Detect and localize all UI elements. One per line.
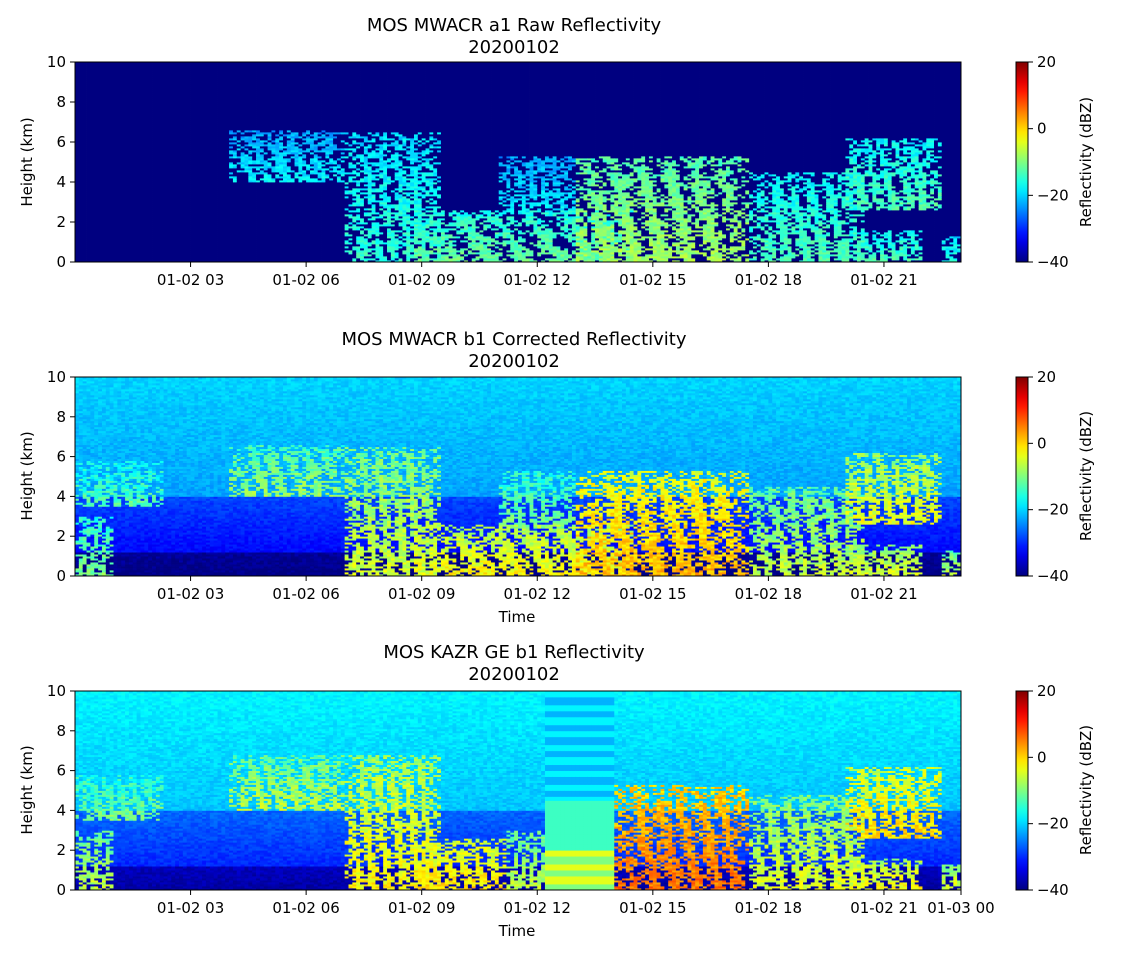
y-axis-label: Height (km) xyxy=(18,117,36,206)
colorbar-label: Reflectivity (dBZ) xyxy=(1077,97,1095,227)
heatmap-cells xyxy=(75,62,961,262)
panel-raw-reflectivity: MOS MWACR a1 Raw Reflectivity 20200102 H… xyxy=(18,15,1095,289)
panel-title: MOS MWACR a1 Raw Reflectivity xyxy=(367,15,662,36)
panel-subtitle: 20200102 xyxy=(468,37,560,58)
